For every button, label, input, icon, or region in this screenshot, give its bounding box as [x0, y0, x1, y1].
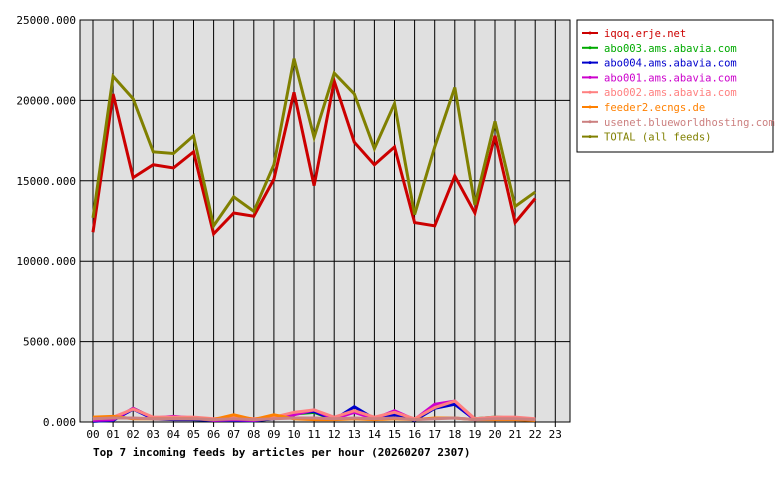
- y-tick-label: 10000.000: [16, 255, 76, 268]
- x-tick-label: 05: [187, 428, 200, 441]
- series-line: [91, 75, 537, 237]
- x-tick-label: 22: [529, 428, 542, 441]
- x-tick-label: 16: [408, 428, 421, 441]
- legend: iqoq.erje.net abo003.ams.abavia.com abo004…: [576, 19, 775, 153]
- chart-title: Top 7 incoming feeds by articles per hou…: [93, 446, 471, 459]
- x-tick-label: 14: [368, 428, 382, 441]
- plot-area: [80, 20, 570, 422]
- x-tick-label: 00: [86, 428, 99, 441]
- x-tick-label: 06: [207, 428, 220, 441]
- legend-entry: abo002.ams.abavia.com: [604, 87, 737, 99]
- x-tick-label: 20: [488, 428, 501, 441]
- x-tick-label: 15: [388, 428, 401, 441]
- legend-entry: iqoq.erje.net: [604, 28, 686, 40]
- x-tick-label: 08: [247, 428, 260, 441]
- x-tick-label: 13: [348, 428, 361, 441]
- x-tick-label: 04: [167, 428, 181, 441]
- x-tick-label: 03: [147, 428, 160, 441]
- x-tick-label: 12: [328, 428, 341, 441]
- y-tick-label: 0.000: [43, 416, 76, 429]
- x-tick-label: 23: [549, 428, 562, 441]
- x-tick-label: 17: [428, 428, 441, 441]
- x-tick-label: 10: [287, 428, 300, 441]
- x-tick-label: 01: [106, 428, 119, 441]
- x-tick-label: 19: [468, 428, 481, 441]
- legend-entry: feeder2.ecngs.de: [604, 102, 705, 114]
- legend-entry: abo003.ams.abavia.com: [604, 43, 737, 55]
- x-tick-label: 18: [448, 428, 461, 441]
- legend-entry: abo004.ams.abavia.com: [604, 58, 737, 70]
- y-tick-label: 15000.000: [16, 175, 76, 188]
- y-tick-label: 20000.000: [16, 94, 76, 107]
- x-tick-label: 02: [127, 428, 140, 441]
- x-tick-label: 21: [508, 428, 521, 441]
- legend-entry: usenet.blueworldhosting.com: [604, 117, 775, 129]
- x-tick-label: 11: [307, 428, 320, 441]
- x-tick-label: 09: [267, 428, 280, 441]
- y-tick-label: 5000.000: [23, 336, 76, 349]
- legend-entry: TOTAL (all feeds): [604, 132, 711, 144]
- x-tick-label: 07: [227, 428, 240, 441]
- series-line: [91, 58, 537, 230]
- series-line: [92, 399, 536, 421]
- legend-entry: abo001.ams.abavia.com: [604, 72, 737, 84]
- series-line: [92, 416, 536, 422]
- y-tick-label: 25000.000: [16, 14, 76, 27]
